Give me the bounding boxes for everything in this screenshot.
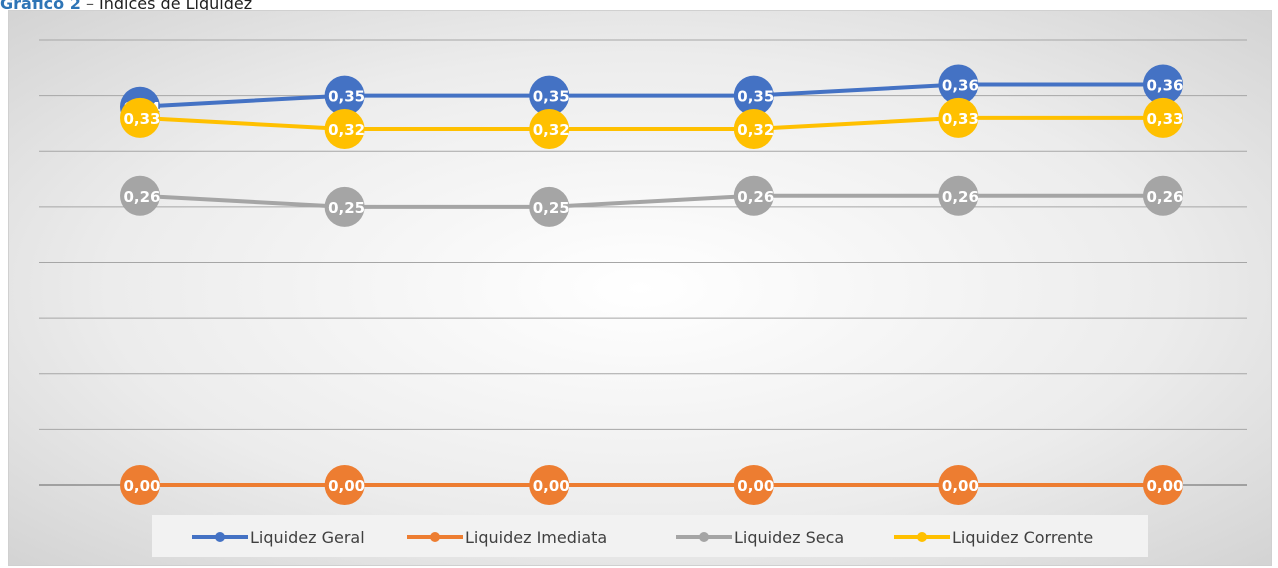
data-label: 0,35 [533, 88, 570, 106]
data-label: 0,00 [942, 477, 979, 495]
data-point [938, 64, 979, 105]
legend-marker [699, 532, 709, 542]
data-label: 0,36 [1146, 77, 1183, 95]
data-point [1143, 97, 1183, 138]
data-point [529, 75, 570, 116]
data-label: 0,26 [1146, 188, 1183, 206]
data-label: 0,35 [737, 88, 774, 106]
data-point [733, 465, 774, 505]
data-label: 0,00 [533, 477, 570, 495]
data-point [938, 175, 979, 216]
series-line-liquidez-corrente [139, 115, 1163, 131]
caption-separator: – [80, 0, 100, 13]
series-line-liquidez-geral [139, 82, 1163, 109]
data-label: 0,26 [737, 188, 774, 206]
legend-label: Liquidez Imediata [465, 528, 607, 547]
data-label: 0,35 [328, 88, 365, 106]
legend-label: Liquidez Seca [734, 528, 844, 547]
data-label: 0,25 [533, 199, 570, 217]
data-point [324, 109, 365, 149]
data-label: 0,36 [942, 77, 979, 95]
data-label: 0,26 [942, 188, 979, 206]
data-point [324, 75, 365, 116]
data-label: 0,32 [533, 121, 570, 139]
data-point [529, 109, 570, 149]
data-label: 0,32 [328, 121, 365, 139]
data-label: 0,00 [737, 477, 774, 495]
data-point [938, 465, 979, 505]
data-point [120, 465, 160, 505]
legend-marker [215, 532, 225, 542]
data-label: 0,00 [1146, 477, 1183, 495]
data-label: 0,00 [123, 477, 160, 495]
chart-caption: Gráfico 2 – Índices de Liquidez [0, 0, 252, 13]
data-label: 0,32 [737, 121, 774, 139]
data-label: 0,33 [942, 110, 979, 128]
series-points: 0,340,350,350,350,360,360,000,000,000,00… [120, 64, 1184, 505]
legend-label: Liquidez Geral [250, 528, 365, 547]
legend-marker [917, 532, 927, 542]
data-point [120, 97, 160, 138]
data-point [1143, 64, 1183, 105]
data-point [1143, 175, 1183, 216]
series-lines [139, 82, 1163, 487]
legend: Liquidez Geral Liquidez Imediata Liquidez … [152, 515, 1148, 557]
legend-marker [430, 532, 440, 542]
data-point [529, 465, 570, 505]
data-label: 0,26 [123, 188, 160, 206]
data-label: 0,00 [328, 477, 365, 495]
data-label: 0,33 [1146, 110, 1183, 128]
data-label: 0,25 [328, 199, 365, 217]
caption-label: Gráfico 2 [0, 0, 81, 13]
caption-title: Índices de Liquidez [99, 0, 253, 13]
data-point [733, 175, 774, 216]
data-point [120, 175, 160, 216]
legend-box [152, 515, 1148, 557]
line-chart: 0,340,350,350,350,360,360,000,000,000,00… [9, 11, 1271, 565]
data-label: 0,33 [123, 110, 160, 128]
data-point [529, 186, 570, 227]
legend-label: Liquidez Corrente [952, 528, 1093, 547]
data-point [324, 186, 365, 227]
gridlines [39, 39, 1247, 486]
data-point [324, 465, 365, 505]
data-point [733, 75, 774, 116]
data-point [938, 97, 979, 138]
data-point [733, 109, 774, 149]
series-line-liquidez-seca [139, 193, 1163, 209]
chart-area: 0,340,350,350,350,360,360,000,000,000,00… [8, 10, 1272, 566]
data-point [1143, 465, 1183, 505]
